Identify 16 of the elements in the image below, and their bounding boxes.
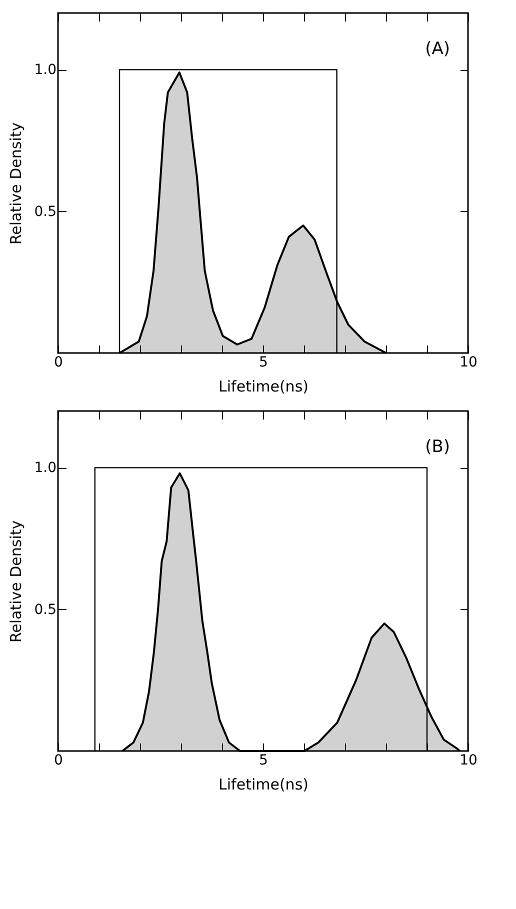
- x-axis-title: Lifetime(ns): [218, 378, 308, 396]
- x-tick-label: 5: [259, 354, 268, 370]
- annotation: (B): [425, 437, 450, 457]
- x-tick-label: 0: [54, 752, 63, 768]
- x-axis-title: Lifetime(ns): [218, 776, 308, 794]
- y-tick-label: 0.5: [34, 602, 56, 618]
- x-tick-label: 10: [460, 752, 478, 768]
- y-tick-label: 1.0: [34, 62, 56, 78]
- x-tick-label: 10: [460, 354, 478, 370]
- x-tick-label: 5: [259, 752, 268, 768]
- y-axis-title: Relative Density: [7, 520, 26, 643]
- y-axis-title: Relative Density: [7, 122, 26, 245]
- y-tick-label: 0.5: [34, 204, 56, 220]
- y-tick-label: 1.0: [34, 460, 56, 476]
- x-tick-label: 0: [54, 354, 63, 370]
- annotation: (A): [425, 39, 450, 59]
